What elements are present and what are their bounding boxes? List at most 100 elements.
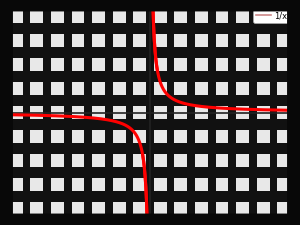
Bar: [257, 130, 269, 144]
Bar: [195, 106, 208, 119]
Bar: [175, 34, 187, 47]
Bar: [216, 202, 228, 216]
Bar: [10, 106, 23, 119]
Bar: [236, 58, 249, 72]
Bar: [257, 153, 269, 167]
Bar: [257, 81, 269, 95]
Bar: [133, 9, 146, 23]
Bar: [195, 9, 208, 23]
Bar: [216, 178, 228, 191]
Bar: [133, 178, 146, 191]
Bar: [113, 130, 125, 144]
Bar: [175, 202, 187, 216]
Bar: [72, 153, 84, 167]
Bar: [51, 202, 64, 216]
Bar: [277, 178, 290, 191]
Bar: [154, 58, 167, 72]
Bar: [195, 58, 208, 72]
Bar: [72, 34, 84, 47]
Bar: [257, 106, 269, 119]
Bar: [92, 58, 105, 72]
Bar: [92, 202, 105, 216]
Bar: [236, 9, 249, 23]
Bar: [195, 34, 208, 47]
Bar: [175, 106, 187, 119]
Bar: [92, 130, 105, 144]
Bar: [257, 178, 269, 191]
Bar: [113, 58, 125, 72]
Bar: [236, 130, 249, 144]
Bar: [175, 81, 187, 95]
Bar: [195, 178, 208, 191]
Bar: [10, 178, 23, 191]
Bar: [277, 106, 290, 119]
Bar: [133, 202, 146, 216]
Bar: [277, 9, 290, 23]
Bar: [277, 58, 290, 72]
Bar: [31, 58, 43, 72]
Bar: [216, 153, 228, 167]
Bar: [154, 130, 167, 144]
Bar: [113, 34, 125, 47]
Bar: [92, 81, 105, 95]
Bar: [72, 178, 84, 191]
Bar: [72, 130, 84, 144]
Bar: [113, 9, 125, 23]
Bar: [216, 34, 228, 47]
Bar: [113, 153, 125, 167]
Bar: [133, 130, 146, 144]
Bar: [154, 153, 167, 167]
Bar: [72, 58, 84, 72]
Bar: [10, 202, 23, 216]
Bar: [31, 81, 43, 95]
Bar: [175, 58, 187, 72]
Bar: [51, 106, 64, 119]
Bar: [72, 106, 84, 119]
Bar: [236, 178, 249, 191]
Bar: [236, 34, 249, 47]
Bar: [216, 130, 228, 144]
Bar: [51, 9, 64, 23]
Bar: [51, 81, 64, 95]
Bar: [154, 202, 167, 216]
Bar: [154, 106, 167, 119]
Bar: [133, 106, 146, 119]
Bar: [113, 202, 125, 216]
Bar: [216, 81, 228, 95]
Bar: [72, 9, 84, 23]
Bar: [216, 106, 228, 119]
Bar: [236, 81, 249, 95]
Bar: [195, 130, 208, 144]
Bar: [257, 202, 269, 216]
Bar: [51, 34, 64, 47]
Bar: [10, 58, 23, 72]
Bar: [10, 9, 23, 23]
Bar: [133, 34, 146, 47]
Bar: [31, 153, 43, 167]
Bar: [92, 178, 105, 191]
Bar: [51, 153, 64, 167]
Bar: [92, 9, 105, 23]
Bar: [216, 9, 228, 23]
Bar: [257, 58, 269, 72]
Bar: [236, 153, 249, 167]
Bar: [10, 34, 23, 47]
Bar: [133, 58, 146, 72]
Bar: [175, 130, 187, 144]
Bar: [236, 106, 249, 119]
Bar: [72, 81, 84, 95]
Bar: [195, 202, 208, 216]
Bar: [31, 34, 43, 47]
Bar: [154, 34, 167, 47]
Bar: [113, 106, 125, 119]
Bar: [175, 9, 187, 23]
Bar: [31, 202, 43, 216]
Bar: [277, 130, 290, 144]
Bar: [195, 81, 208, 95]
Bar: [92, 153, 105, 167]
Bar: [133, 153, 146, 167]
Bar: [277, 153, 290, 167]
Bar: [175, 153, 187, 167]
Bar: [10, 153, 23, 167]
Bar: [257, 9, 269, 23]
